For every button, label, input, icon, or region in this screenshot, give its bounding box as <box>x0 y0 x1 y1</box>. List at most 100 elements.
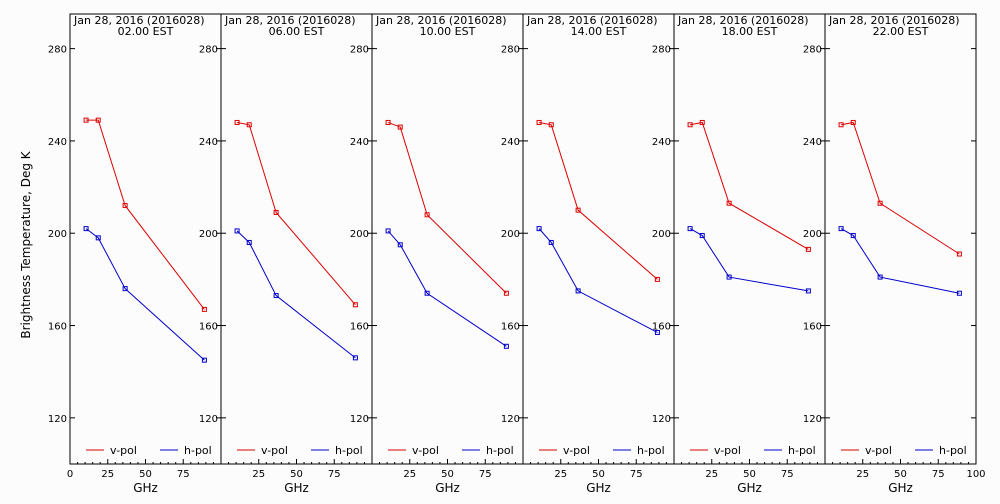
data-point-h-pol <box>548 239 554 245</box>
x-tick-label: 50 <box>743 469 756 480</box>
legend-label-v-pol: v-pol <box>412 444 439 457</box>
data-point-h-pol <box>838 226 844 232</box>
data-point-v-pol <box>726 200 732 206</box>
y-tick-label: 160 <box>501 322 520 333</box>
data-point-h-pol <box>805 288 811 294</box>
y-tick-label: 160 <box>199 322 218 333</box>
data-point-v-pol <box>654 276 660 282</box>
series-line-v-pol <box>840 121 960 255</box>
panel-title: Jan 28, 2016 (2016028) <box>828 14 960 27</box>
panel-2: Jan 28, 2016 (2016028)06.00 EST 120 160 200… <box>199 13 373 495</box>
data-point-h-pol <box>726 274 732 280</box>
x-axis-label: GHz <box>284 481 309 495</box>
y-tick-label: 280 <box>48 45 67 56</box>
data-point-h-pol <box>83 226 89 232</box>
data-point-v-pol <box>385 119 391 125</box>
y-tick-label: 240 <box>803 137 822 148</box>
x-tick-label: 75 <box>177 469 190 480</box>
y-tick-label: 200 <box>652 229 671 240</box>
data-point-h-pol <box>575 288 581 294</box>
y-tick-label: 120 <box>350 414 369 425</box>
y-tick-label: 160 <box>350 322 369 333</box>
data-point-v-pol <box>536 119 542 125</box>
y-tick-label: 240 <box>199 137 218 148</box>
data-point-v-pol <box>95 117 101 123</box>
y-tick-label: 120 <box>48 414 67 425</box>
y-tick-label: 200 <box>803 229 822 240</box>
legend-label-v-pol: v-pol <box>714 444 741 457</box>
x-tick-label: 50 <box>290 469 303 480</box>
data-point-h-pol <box>687 226 693 232</box>
legend-label-h-pol: h-pol <box>486 444 514 457</box>
x-tick-label: 100 <box>966 469 985 480</box>
x-tick-label: 25 <box>252 469 265 480</box>
data-point-v-pol <box>503 290 509 296</box>
panel-title: Jan 28, 2016 (2016028) <box>73 14 205 27</box>
x-tick-label: 50 <box>894 469 907 480</box>
data-point-h-pol <box>424 290 430 296</box>
legend-label-h-pol: h-pol <box>335 444 363 457</box>
y-tick-label: 200 <box>199 229 218 240</box>
legend-label-v-pol: v-pol <box>865 444 892 457</box>
series-line-h-pol <box>85 228 205 361</box>
series-line-v-pol <box>236 121 356 306</box>
x-axis-label: GHz <box>133 481 158 495</box>
panel-subtitle: 02.00 EST <box>118 25 174 38</box>
y-tick-label: 280 <box>501 45 520 56</box>
x-tick-label: 75 <box>630 469 643 480</box>
x-axis-label: GHz <box>435 481 460 495</box>
x-tick-label: 50 <box>139 469 152 480</box>
data-point-h-pol <box>95 235 101 241</box>
data-point-h-pol <box>246 239 252 245</box>
y-tick-label: 120 <box>199 414 218 425</box>
legend-label-h-pol: h-pol <box>788 444 816 457</box>
y-tick-label: 240 <box>48 137 67 148</box>
panel-4: Jan 28, 2016 (2016028)14.00 EST 120 160 200… <box>501 13 675 495</box>
y-tick-label: 160 <box>48 322 67 333</box>
data-point-v-pol <box>83 117 89 123</box>
data-point-h-pol <box>273 293 279 299</box>
data-point-v-pol <box>575 207 581 213</box>
data-point-h-pol <box>877 274 883 280</box>
data-point-v-pol <box>201 306 207 312</box>
legend-label-v-pol: v-pol <box>110 444 137 457</box>
x-tick-label: 0 <box>67 469 73 480</box>
data-point-h-pol <box>654 329 660 335</box>
data-point-v-pol <box>850 119 856 125</box>
x-tick-label: 25 <box>705 469 718 480</box>
x-axis-label: GHz <box>888 481 913 495</box>
x-tick-label: 75 <box>781 469 794 480</box>
y-tick-label: 160 <box>803 322 822 333</box>
panel-3: Jan 28, 2016 (2016028)10.00 EST 120 160 200… <box>350 13 524 495</box>
data-point-h-pol <box>956 290 962 296</box>
series-line-v-pol <box>689 121 809 250</box>
series-line-v-pol <box>387 121 507 294</box>
data-point-v-pol <box>548 122 554 128</box>
data-point-v-pol <box>877 200 883 206</box>
series-line-h-pol <box>840 228 960 294</box>
panel-subtitle: 22.00 EST <box>873 25 929 38</box>
y-tick-label: 240 <box>652 137 671 148</box>
panel-subtitle: 18.00 EST <box>722 25 778 38</box>
x-tick-label: 25 <box>403 469 416 480</box>
data-point-h-pol <box>699 233 705 239</box>
x-tick-label: 25 <box>856 469 869 480</box>
series-line-v-pol <box>538 121 658 280</box>
data-point-v-pol <box>352 302 358 308</box>
y-tick-label: 200 <box>48 229 67 240</box>
x-tick-label: 75 <box>328 469 341 480</box>
y-tick-label: 120 <box>501 414 520 425</box>
x-tick-label: 50 <box>592 469 605 480</box>
panel-title: Jan 28, 2016 (2016028) <box>526 14 658 27</box>
panel-6: Jan 28, 2016 (2016028)22.00 EST 120 160 200… <box>803 13 986 495</box>
panel-subtitle: 14.00 EST <box>571 25 627 38</box>
data-point-v-pol <box>838 122 844 128</box>
data-point-h-pol <box>397 242 403 248</box>
y-tick-label: 280 <box>652 45 671 56</box>
data-point-h-pol <box>201 357 207 363</box>
legend-label-h-pol: h-pol <box>184 444 212 457</box>
y-tick-label: 200 <box>501 229 520 240</box>
panel-subtitle: 06.00 EST <box>269 25 325 38</box>
